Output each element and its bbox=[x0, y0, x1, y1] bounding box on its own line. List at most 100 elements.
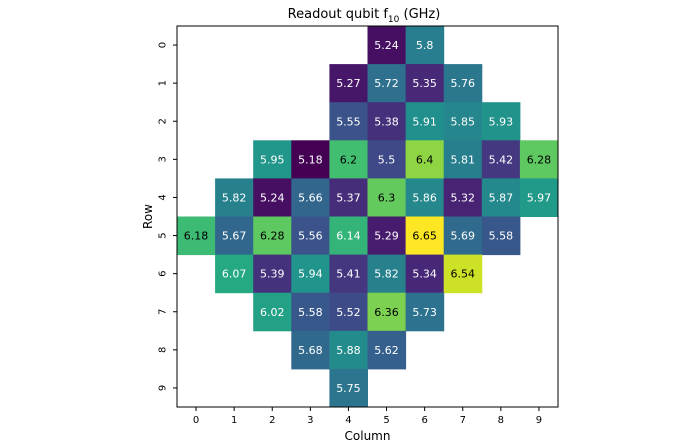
x-tick-label: 8 bbox=[498, 415, 504, 426]
cell-value-label: 5.56 bbox=[298, 230, 323, 243]
heatmap-cell bbox=[367, 26, 407, 65]
cell-value-label: 5.62 bbox=[374, 344, 399, 357]
cell-value-label: 6.28 bbox=[260, 230, 285, 243]
heatmap-cell bbox=[291, 140, 330, 179]
y-tick-label: 5 bbox=[158, 232, 169, 238]
cell-value-label: 5.95 bbox=[260, 153, 285, 166]
y-tick-label: 7 bbox=[158, 309, 169, 315]
heatmap-cell bbox=[253, 140, 292, 179]
heatmap-cell bbox=[291, 254, 330, 294]
x-tick-label: 7 bbox=[460, 415, 466, 426]
heatmap-cell bbox=[405, 292, 445, 332]
heatmap-cell bbox=[405, 102, 445, 141]
cell-value-label: 5.8 bbox=[416, 39, 434, 52]
cell-value-label: 5.91 bbox=[412, 115, 437, 128]
heatmap-cell bbox=[329, 330, 368, 370]
cell-value-label: 6.65 bbox=[412, 230, 437, 243]
cell-value-label: 5.97 bbox=[527, 191, 552, 204]
cell-value-label: 5.29 bbox=[374, 230, 399, 243]
cell-value-label: 5.24 bbox=[260, 191, 285, 204]
cell-value-label: 5.72 bbox=[374, 77, 399, 90]
heatmap-cell bbox=[367, 292, 407, 332]
heatmap-cell bbox=[329, 216, 368, 256]
cell-value-label: 5.52 bbox=[336, 306, 361, 319]
cell-value-label: 6.02 bbox=[260, 306, 285, 319]
heatmap-cell bbox=[405, 140, 445, 179]
heatmap-cell bbox=[519, 140, 559, 179]
heatmap-cell bbox=[519, 178, 559, 217]
cell-value-label: 5.81 bbox=[451, 153, 476, 166]
heatmap-cell bbox=[481, 102, 521, 141]
heatmap-cell bbox=[443, 64, 483, 103]
cell-value-label: 5.39 bbox=[260, 268, 285, 281]
cell-value-label: 5.66 bbox=[298, 191, 323, 204]
heatmap-cell bbox=[291, 330, 330, 370]
x-tick-label: 9 bbox=[536, 415, 542, 426]
y-tick-label: 3 bbox=[158, 156, 169, 162]
cell-value-label: 6.54 bbox=[451, 268, 476, 281]
chart-title-main: Readout qubit f bbox=[288, 7, 389, 22]
cell-value-label: 5.73 bbox=[412, 306, 437, 319]
heatmap-cell bbox=[367, 140, 407, 179]
cell-value-label: 5.93 bbox=[489, 115, 514, 128]
y-tick-label: 0 bbox=[158, 42, 169, 48]
cell-value-label: 5.82 bbox=[374, 268, 399, 281]
heatmap-cell bbox=[405, 216, 445, 256]
y-axis-label: Row bbox=[141, 204, 155, 229]
cell-value-label: 5.68 bbox=[298, 344, 323, 357]
heatmap-cell bbox=[367, 178, 407, 217]
heatmap-cell bbox=[481, 216, 521, 256]
heatmap-cell bbox=[367, 64, 407, 103]
x-tick-label: 0 bbox=[193, 415, 199, 426]
cell-value-label: 5.35 bbox=[412, 77, 437, 90]
cell-value-label: 5.24 bbox=[374, 39, 399, 52]
cell-value-label: 5.18 bbox=[298, 153, 323, 166]
y-tick-label: 2 bbox=[158, 118, 169, 124]
cell-value-label: 5.37 bbox=[336, 191, 361, 204]
heatmap-cell bbox=[329, 292, 368, 332]
cell-value-label: 6.4 bbox=[416, 153, 434, 166]
cell-value-label: 6.07 bbox=[222, 268, 247, 281]
heatmap-cell bbox=[329, 368, 368, 408]
cell-value-label: 5.87 bbox=[489, 191, 514, 204]
cell-value-label: 5.58 bbox=[298, 306, 323, 319]
heatmap-cell bbox=[253, 216, 292, 256]
heatmap-cell bbox=[253, 254, 292, 294]
heatmap-cell bbox=[215, 254, 254, 294]
heatmap-cell bbox=[291, 292, 330, 332]
x-tick-label: 5 bbox=[383, 415, 389, 426]
cell-value-label: 5.58 bbox=[489, 230, 514, 243]
heatmap-cell bbox=[367, 330, 407, 370]
cell-value-label: 6.3 bbox=[378, 191, 396, 204]
heatmap-cell bbox=[253, 178, 292, 217]
heatmap-cell bbox=[367, 216, 407, 256]
heatmap-cell bbox=[443, 140, 483, 179]
chart-title: Readout qubit f10 (GHz) bbox=[288, 7, 441, 25]
cell-value-label: 5.86 bbox=[412, 191, 437, 204]
cell-value-label: 6.14 bbox=[336, 230, 361, 243]
cell-value-label: 5.75 bbox=[336, 382, 361, 395]
heatmap-cell bbox=[215, 216, 254, 256]
cell-value-label: 6.28 bbox=[527, 153, 552, 166]
x-tick-label: 3 bbox=[307, 415, 313, 426]
x-tick-label: 2 bbox=[269, 415, 275, 426]
heatmap-cell bbox=[177, 216, 216, 256]
heatmap-cell bbox=[367, 102, 407, 141]
heatmap-cell bbox=[329, 64, 368, 103]
heatmap-cell bbox=[215, 178, 254, 217]
cell-value-label: 5.27 bbox=[336, 77, 361, 90]
heatmap-cell bbox=[405, 178, 445, 217]
x-tick-label: 4 bbox=[345, 415, 351, 426]
heatmap-cell bbox=[329, 178, 368, 217]
cell-value-label: 5.85 bbox=[451, 115, 476, 128]
cell-value-label: 5.32 bbox=[451, 191, 476, 204]
plot-frame bbox=[176, 25, 559, 408]
cell-value-label: 5.5 bbox=[378, 153, 396, 166]
cell-value-label: 5.42 bbox=[489, 153, 514, 166]
cell-value-label: 5.38 bbox=[374, 115, 399, 128]
chart-title-subscript: 10 bbox=[388, 15, 400, 25]
x-axis-ticks: 0 1 2 3 4 5 6 7 8 9 bbox=[193, 407, 542, 426]
cell-value-label: 5.67 bbox=[222, 230, 247, 243]
